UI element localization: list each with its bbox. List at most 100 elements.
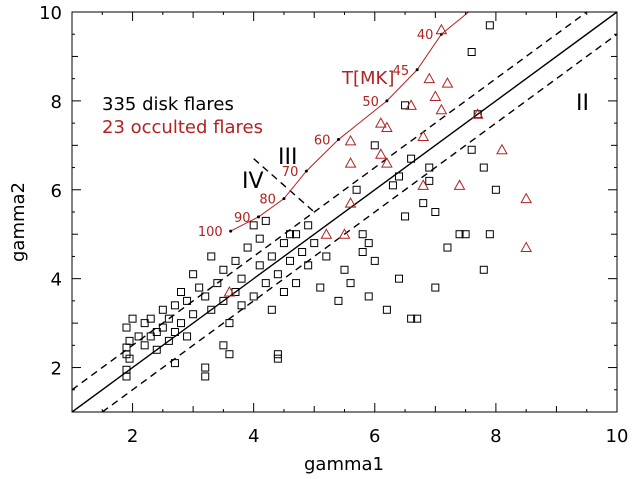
disk-flare-point [225,350,234,359]
disk-flare-point [122,343,131,352]
disk-flare-point [395,274,403,283]
disk-flare-point [461,230,470,239]
disk-flare-point [249,292,258,301]
disk-flare-point [292,279,301,288]
disk-flare-point [255,261,264,270]
x-axis-label: gamma1 [304,454,384,475]
disk-flare-point [164,314,173,323]
occulted-flare-point [344,134,357,146]
disk-flare-point [334,296,343,305]
disk-flare-point [491,185,500,194]
disk-flare-point [213,279,222,288]
disk-flare-point [279,239,288,248]
temperature-point [229,229,233,233]
disk-flare-point [370,141,379,150]
disk-flare-point [243,243,252,252]
y-tick-label: 8 [51,92,62,113]
disk-flare-point [219,265,228,274]
disk-flare-point [189,310,198,319]
disk-flare-point [164,336,173,345]
disk-flare-point [146,314,155,323]
temperature-label: 80 [259,193,276,208]
temperature-point [336,138,340,142]
region-IV-label: IV [242,169,264,194]
occulted-flare-point [338,228,351,239]
disk-flare-point [201,372,210,381]
disk-flare-point [370,256,379,265]
disk-flare-point [170,301,179,310]
occulted-flares-series [223,23,533,297]
disk-flare-point [140,319,149,328]
disk-flare-point [485,230,494,239]
disk-flare-point [358,230,367,239]
legend-occulted-flares: 23 occulted flares [102,117,263,138]
disk-flare-point [225,319,234,328]
disk-flare-point [267,305,276,314]
disk-flare-point [467,145,476,154]
occulted-flare-point [374,148,387,159]
disk-flare-point [237,274,246,283]
disk-flare-point [201,292,210,301]
disk-flare-point [201,363,210,372]
disk-flare-point [304,261,313,270]
disk-flare-point [401,212,410,221]
temperature-label: 90 [234,211,251,226]
disk-flare-point [122,323,131,332]
occulted-flare-point [423,72,436,84]
disk-flare-point [152,328,161,336]
region-boundary-line [253,158,315,213]
disk-flare-point [419,199,428,208]
disk-flare-point [286,230,294,239]
disk-flare-point [146,332,155,341]
y-tick-label: 4 [51,270,62,291]
disk-flares-series [122,21,500,381]
occulted-flare-point [435,103,448,115]
disk-flare-point [304,221,313,230]
temperature-point [257,215,261,219]
occulted-flare-point [344,197,357,208]
disk-flare-point [407,314,416,323]
identity-line [71,11,618,413]
x-tick-label: 6 [369,426,380,447]
lower-dashed-line [101,33,618,413]
disk-flare-point [158,305,167,314]
disk-flare-point [388,181,397,190]
temperature-point [385,99,389,103]
occulted-flare-point [435,23,448,35]
disk-flare-point [273,354,282,363]
disk-flare-point [267,252,276,261]
disk-flare-point [255,234,264,243]
temperature-label: 100 [198,225,223,240]
disk-flare-point [249,221,258,230]
disk-flare-point [358,248,367,256]
x-tick-label: 4 [248,426,259,447]
disk-flare-point [183,332,192,341]
y-axis-label: gamma2 [8,182,29,262]
disk-flare-point [207,305,216,314]
disk-flare-point [261,279,270,288]
disk-flare-point [443,243,452,252]
occulted-flare-point [381,157,393,168]
disk-flare-point [158,323,167,332]
temperature-label: T[MK] [341,68,394,89]
disk-flare-point [279,288,288,296]
x-tick-label: 8 [490,426,501,447]
occulted-flare-point [417,130,430,141]
disk-flare-point [219,296,228,305]
disk-flare-point [340,265,349,274]
disk-flare-point [364,239,373,248]
occulted-flare-point [344,157,357,168]
disk-flare-point [346,279,355,288]
occulted-flare-point [381,121,393,133]
occulted-flare-point [520,192,533,204]
temperature-curve: 100 90 80 70 60 50 45 40 [198,11,469,240]
disk-flare-point [273,270,282,279]
disk-flare-point [431,283,440,292]
disk-flare-point [479,265,488,274]
y-tick-label: 2 [51,359,62,380]
occulted-flare-point [520,241,533,253]
disk-flare-point [170,359,179,368]
disk-flare-point [382,305,391,314]
occulted-flare-point [405,99,417,110]
